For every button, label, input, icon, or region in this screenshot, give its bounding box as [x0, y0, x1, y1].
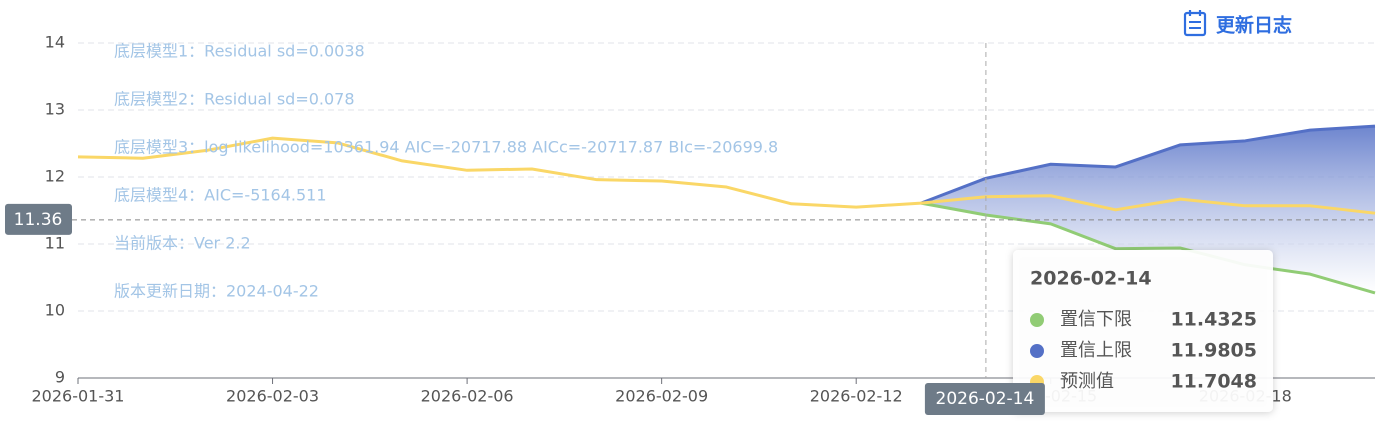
tooltip-marker: [1030, 313, 1044, 327]
annotation: 当前版本：Ver 2.2: [114, 234, 251, 253]
series-line: [77, 136, 1376, 215]
y-tick-label: 11: [45, 234, 65, 253]
tooltip-value: 11.7048: [1170, 371, 1257, 393]
tooltip-name: 置信下限: [1060, 309, 1132, 330]
annotation: 版本更新日期：2024-04-22: [114, 282, 319, 301]
tooltip-name: 置信上限: [1060, 340, 1132, 361]
button-label: 更新日志: [1216, 14, 1292, 37]
tooltip-value: 11.9805: [1170, 340, 1257, 362]
tooltip-marker: [1030, 344, 1044, 358]
x-tick-label: 2026-02-03: [226, 387, 319, 406]
tooltip-title: 2026-02-14: [1030, 268, 1152, 290]
y-tick-label: 14: [45, 33, 65, 52]
x-tick-label: 2026-02-09: [615, 387, 708, 406]
y-tick-label: 13: [45, 100, 65, 119]
series-line: [920, 124, 1376, 205]
annotation: 底层模型4：AIC=-5164.511: [114, 186, 327, 205]
button-icon: [1183, 11, 1207, 37]
tooltip-name: 预测值: [1060, 371, 1114, 392]
x-tick-label: 2026-02-06: [421, 387, 514, 406]
x-pointer-bg: [924, 383, 1045, 415]
series-line: [920, 201, 1376, 295]
tooltip-box: [1013, 250, 1273, 412]
tooltip: 2026-02-14 置信下限 11.4325 置信上限 11.9805 预测值 11.70…: [1013, 250, 1273, 412]
y-tick-label: 12: [45, 167, 65, 186]
toolbar-button[interactable]: 更新日志: [1183, 10, 1292, 37]
x-pointer-label: 2026-02-14: [936, 389, 1035, 409]
annotation: 底层模型2：Residual sd=0.078: [114, 90, 355, 109]
annotation: 底层模型3：log likelihood=10361.94 AIC=-20717…: [114, 138, 778, 157]
tooltip-value: 11.4325: [1170, 309, 1257, 331]
y-pointer-bg: [5, 203, 72, 235]
y-tick-label: 10: [45, 301, 65, 320]
y-tick-label: 9: [55, 368, 65, 387]
x-tick-label: 2026-01-31: [32, 387, 125, 406]
x-tick-label: 2026-02-12: [810, 387, 903, 406]
y-pointer-label: 11.36: [14, 210, 63, 230]
annotation: 底层模型1：Residual sd=0.0038: [114, 42, 365, 61]
